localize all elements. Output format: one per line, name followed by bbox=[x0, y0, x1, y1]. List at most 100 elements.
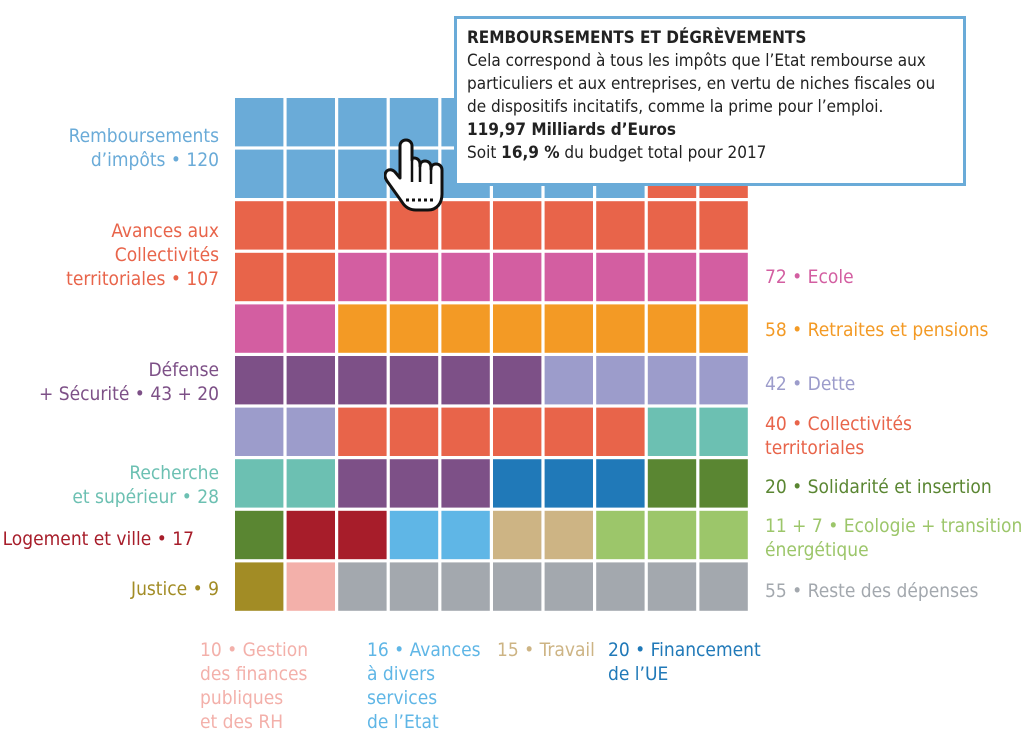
cell-reste[interactable] bbox=[596, 562, 645, 611]
cell-ecole[interactable] bbox=[286, 304, 335, 353]
tooltip-amount: 119,97 Milliards d’Euros bbox=[467, 120, 677, 140]
label-line: 42 • Dette bbox=[765, 373, 856, 395]
label-line: des finances bbox=[200, 663, 308, 685]
cell-avances-collectivites[interactable] bbox=[286, 252, 335, 302]
cell-collectivites[interactable] bbox=[441, 407, 490, 456]
cell-avances-collectivites[interactable] bbox=[235, 252, 284, 302]
cell-ecole[interactable] bbox=[389, 252, 439, 302]
label-remboursements: Remboursements d’impôts • 120 bbox=[69, 124, 219, 172]
cell-justice[interactable] bbox=[235, 562, 284, 611]
cell-avances-collectivites[interactable] bbox=[338, 201, 387, 250]
cell-collectivites[interactable] bbox=[544, 407, 593, 456]
cell-reste[interactable] bbox=[338, 562, 387, 611]
cell-collectivites[interactable] bbox=[389, 407, 439, 456]
cell-remboursements[interactable] bbox=[235, 149, 284, 198]
cell-ecole[interactable] bbox=[493, 252, 542, 302]
cell-gestion[interactable] bbox=[286, 562, 335, 611]
cell-ue[interactable] bbox=[596, 459, 645, 508]
cell-solidarite[interactable] bbox=[647, 459, 697, 508]
cell-defense[interactable] bbox=[441, 356, 490, 405]
cell-defense[interactable] bbox=[338, 356, 387, 405]
cell-ecole[interactable] bbox=[338, 252, 387, 302]
cell-defense[interactable] bbox=[286, 356, 335, 405]
cell-avances-services[interactable] bbox=[389, 510, 439, 560]
cell-reste[interactable] bbox=[389, 562, 439, 611]
cell-remboursements[interactable] bbox=[235, 98, 284, 147]
cell-avances-collectivites[interactable] bbox=[699, 201, 748, 250]
cell-recherche[interactable] bbox=[235, 459, 284, 508]
cell-collectivites[interactable] bbox=[338, 407, 387, 456]
label-line: publiques bbox=[200, 687, 284, 709]
cell-recherche[interactable] bbox=[286, 459, 335, 508]
cell-ecole[interactable] bbox=[596, 252, 645, 302]
label-solidarite: 20 • Solidarité et insertion bbox=[765, 475, 992, 499]
cell-ecole[interactable] bbox=[441, 252, 490, 302]
cell-defense[interactable] bbox=[235, 356, 284, 405]
cell-dette[interactable] bbox=[544, 356, 593, 405]
cell-collectivites[interactable] bbox=[596, 407, 645, 456]
cell-avances-collectivites[interactable] bbox=[286, 201, 335, 250]
cell-avances-collectivites[interactable] bbox=[596, 201, 645, 250]
cell-retraites[interactable] bbox=[338, 304, 387, 353]
cell-remboursements[interactable] bbox=[389, 98, 439, 147]
label-line: 58 • Retraites et pensions bbox=[765, 319, 989, 341]
cell-avances-collectivites[interactable] bbox=[493, 201, 542, 250]
cell-avances-collectivites[interactable] bbox=[441, 201, 490, 250]
cell-ecole[interactable] bbox=[647, 252, 697, 302]
cell-reste[interactable] bbox=[441, 562, 490, 611]
cell-dette[interactable] bbox=[596, 356, 645, 405]
cell-logement[interactable] bbox=[286, 510, 335, 560]
cell-travail[interactable] bbox=[493, 510, 542, 560]
label-dette: 42 • Dette bbox=[765, 372, 855, 396]
cell-dette[interactable] bbox=[699, 356, 748, 405]
label-line: Défense bbox=[148, 359, 219, 381]
cell-ecologie[interactable] bbox=[699, 510, 748, 560]
cell-solidarite[interactable] bbox=[235, 510, 284, 560]
label-travail: 15 • Travail bbox=[497, 638, 595, 662]
cell-reste[interactable] bbox=[544, 562, 593, 611]
cell-remboursements[interactable] bbox=[338, 149, 387, 198]
cell-retraites[interactable] bbox=[441, 304, 490, 353]
tooltip-share-prefix: Soit bbox=[467, 143, 502, 163]
cell-remboursements[interactable] bbox=[338, 98, 387, 147]
cell-logement[interactable] bbox=[338, 510, 387, 560]
label-line: 15 • Travail bbox=[497, 639, 595, 661]
cell-avances-collectivites[interactable] bbox=[544, 201, 593, 250]
cell-retraites[interactable] bbox=[699, 304, 748, 353]
cell-recherche[interactable] bbox=[647, 407, 697, 456]
cell-reste[interactable] bbox=[699, 562, 748, 611]
cell-ecologie[interactable] bbox=[596, 510, 645, 560]
cell-remboursements[interactable] bbox=[286, 149, 335, 198]
cell-ecole[interactable] bbox=[235, 304, 284, 353]
cell-defense[interactable] bbox=[389, 459, 439, 508]
cell-travail[interactable] bbox=[544, 510, 593, 560]
cell-dette[interactable] bbox=[235, 407, 284, 456]
cell-ue[interactable] bbox=[493, 459, 542, 508]
label-line: de l’UE bbox=[608, 663, 669, 685]
cell-solidarite[interactable] bbox=[699, 459, 748, 508]
cell-ecole[interactable] bbox=[544, 252, 593, 302]
cell-avances-collectivites[interactable] bbox=[647, 201, 697, 250]
cell-avances-collectivites[interactable] bbox=[235, 201, 284, 250]
cell-defense[interactable] bbox=[441, 459, 490, 508]
cell-dette[interactable] bbox=[647, 356, 697, 405]
cell-retraites[interactable] bbox=[389, 304, 439, 353]
tooltip-line-3: de dispositifs incitatifs, comme la prim… bbox=[467, 97, 884, 117]
cell-retraites[interactable] bbox=[647, 304, 697, 353]
cell-retraites[interactable] bbox=[493, 304, 542, 353]
cell-defense[interactable] bbox=[389, 356, 439, 405]
cell-ue[interactable] bbox=[544, 459, 593, 508]
cell-ecole[interactable] bbox=[699, 252, 748, 302]
cell-ecologie[interactable] bbox=[647, 510, 697, 560]
cell-dette[interactable] bbox=[286, 407, 335, 456]
cell-remboursements[interactable] bbox=[286, 98, 335, 147]
cell-defense[interactable] bbox=[493, 356, 542, 405]
cell-retraites[interactable] bbox=[596, 304, 645, 353]
cell-reste[interactable] bbox=[493, 562, 542, 611]
cell-collectivites[interactable] bbox=[493, 407, 542, 456]
cell-defense[interactable] bbox=[338, 459, 387, 508]
cell-reste[interactable] bbox=[647, 562, 697, 611]
cell-avances-services[interactable] bbox=[441, 510, 490, 560]
cell-retraites[interactable] bbox=[544, 304, 593, 353]
cell-recherche[interactable] bbox=[699, 407, 748, 456]
